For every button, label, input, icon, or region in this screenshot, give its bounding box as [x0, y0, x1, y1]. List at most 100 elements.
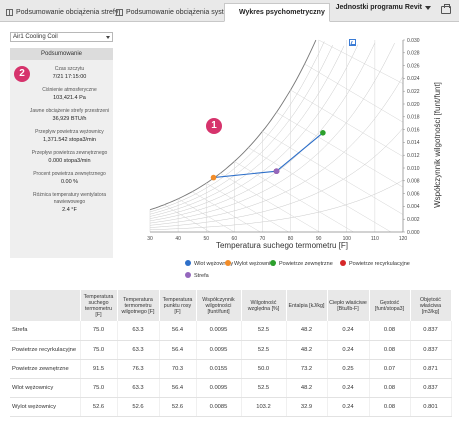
y-tick-label: 0.000 [407, 230, 420, 236]
table-cell: 75.0 [80, 378, 118, 398]
chart-point[interactable] [273, 168, 280, 174]
x-tick-label: 110 [371, 236, 379, 242]
table-cell: 48.2 [286, 321, 328, 341]
wet-bulb-line [163, 204, 211, 233]
column-header: Ciepło właściwe [Btu/lb-F] [327, 290, 370, 321]
summary-value: 103,421.4 Pa [53, 95, 86, 101]
table-row: Strefa 75.0 63.3 56.4 0.0095 52.5 48.2 0.24 0.08… [10, 321, 452, 341]
wet-bulb-line [248, 147, 392, 233]
y-tick-label: 0.002 [407, 217, 420, 223]
chevron-down-icon [425, 5, 431, 10]
table-cell: 0.0155 [196, 359, 242, 379]
table-cell: 0.07 [369, 359, 411, 379]
summary-label: Jawne obciążenie strefy przestrzeni [29, 108, 110, 114]
table-cell: 0.08 [369, 321, 411, 341]
x-tick-label: 120 [399, 236, 408, 242]
column-header: Gęstość [funt/stopa3] [369, 290, 411, 321]
table-cell: 0.0085 [196, 397, 242, 417]
column-header: Temperatura termometru wilgotnego [F] [117, 290, 160, 321]
tab-zone-load-summary[interactable]: Podsumowanie obciążenia strefy [2, 3, 122, 22]
process-line [213, 132, 324, 179]
row-name-cell: Powietrze zewnętrzne [10, 359, 81, 379]
x-axis-label: Temperatura suchego termometru [F] [216, 241, 348, 250]
y-axis-label: Współczynnik wilgotności [funt/funt] [433, 82, 442, 208]
y-tick-label: 0.006 [407, 191, 420, 197]
summary-label: Ciśnienie atmosferyczne [42, 87, 97, 93]
row-name-cell: Strefa [10, 321, 81, 341]
rh-curve [149, 127, 404, 228]
y-tick-label: 0.014 [407, 140, 420, 146]
table-row: Powietrze zewnętrzne 91.5 76.3 70.3 0.0155 50… [10, 359, 452, 379]
x-tick-label: 80 [288, 236, 294, 242]
table-cell: 0.0095 [196, 340, 242, 360]
table-cell: 52.6 [80, 397, 118, 417]
wet-bulb-line [276, 112, 404, 188]
process-lines [213, 132, 324, 179]
tab-label: Podsumowanie obciążenia systemu [126, 9, 238, 16]
tab-psychrometric-chart[interactable]: Wykres psychometryczny [224, 3, 356, 46]
table-cell: 103.2 [241, 397, 287, 417]
table-cell: 73.2 [286, 359, 328, 379]
table-cell: 52.5 [241, 340, 287, 360]
y-tick-label: 0.026 [407, 63, 420, 69]
column-header: Temperatura punktu rosy [F] [159, 290, 197, 321]
summary-row: Jawne obciążenie strefy przestrzeni 36,9… [26, 108, 113, 123]
table-cell: 32.9 [286, 397, 328, 417]
summary-row: Przepływ powietrza zewnętrznego 0.000 st… [26, 150, 113, 165]
tab-system-load-summary[interactable]: Podsumowanie obciążenia systemu [112, 3, 241, 22]
summary-row: Procent powietrza zewnętrznego 0.00 % [26, 171, 113, 186]
table-cell: 0.24 [327, 397, 370, 417]
x-tick-label: 60 [232, 236, 238, 242]
table-cell: 56.4 [159, 321, 197, 341]
grid-icon [116, 9, 123, 16]
wet-bulb-line [304, 63, 404, 123]
table-cell: 0.25 [327, 359, 370, 379]
table-cell: 48.2 [286, 378, 328, 398]
column-header: Wilgotność względna [%] [241, 290, 287, 321]
table-cell: 70.3 [159, 359, 197, 379]
y-tick-label: 0.018 [407, 115, 420, 121]
table-cell: 63.3 [117, 378, 160, 398]
coil-selector[interactable]: Air1 Cooling Coil [10, 32, 113, 42]
table-cell: 0.837 [410, 340, 452, 360]
summary-value: 2.4 °F [62, 207, 77, 213]
x-tick-label: 50 [203, 236, 209, 242]
legend-swatch [340, 260, 346, 266]
table-cell: 0.801 [410, 397, 452, 417]
table-cell: 52.6 [117, 397, 160, 417]
legend-swatch [270, 260, 276, 266]
table-cell: 0.0095 [196, 378, 242, 398]
table-cell: 48.2 [286, 340, 328, 360]
rh-curve [149, 44, 359, 219]
legend-label: Powietrze zewnętrzne [279, 261, 333, 267]
summary-label: Przepływ powietrza zewnętrznego [31, 150, 108, 156]
table-cell: 63.3 [117, 321, 160, 341]
y-tick-label: 0.004 [407, 204, 420, 210]
y-tick-label: 0.028 [407, 51, 420, 57]
summary-panel: Podsumowanie Czas szczytu 7/21 17:15:00 … [10, 48, 113, 258]
table-cell: 50.0 [241, 359, 287, 379]
print-icon[interactable] [441, 4, 451, 14]
psychrometric-chart: 30 40 50 60 70 80 90 100 110 120 0.0000.0020.0040… [147, 38, 442, 279]
tab-label: Wykres psychometryczny [239, 9, 325, 16]
units-dropdown[interactable]: Jednostki programu Revit [336, 4, 431, 11]
tab-bar: Podsumowanie obciążenia strefy Podsumowa… [0, 0, 459, 46]
table-row: Wlot wężownicy 75.0 63.3 56.4 0.0095 52.5 48.2… [10, 378, 452, 398]
chart-point[interactable] [320, 130, 326, 136]
table-cell: 52.5 [241, 378, 287, 398]
rh-curve [149, 44, 333, 215]
chart-point[interactable] [210, 174, 217, 181]
x-tick-label: 100 [343, 236, 352, 242]
tab-label: Podsumowanie obciążenia strefy [16, 9, 119, 16]
coil-selector-value: Air1 Cooling Coil [13, 34, 58, 40]
table-cell: 75.0 [80, 321, 118, 341]
y-tick-label: 0.010 [407, 166, 420, 172]
summary-label: Przepływ powietrza wężownicy [35, 129, 104, 135]
table-cell: 91.5 [80, 359, 118, 379]
y-axis: 0.000 0.002 0.004 0.006 0.008 0.010 0.012 0.014… [402, 38, 420, 236]
rh-curve [149, 41, 325, 213]
summary-row: Ciśnienie atmosferyczne 103,421.4 Pa [26, 87, 113, 102]
row-name-cell: Powietrze recyrkulacyjne [10, 340, 81, 360]
legend-label: Powietrze recyrkulacyjne [349, 261, 410, 267]
y-tick-label: 0.030 [407, 38, 420, 44]
